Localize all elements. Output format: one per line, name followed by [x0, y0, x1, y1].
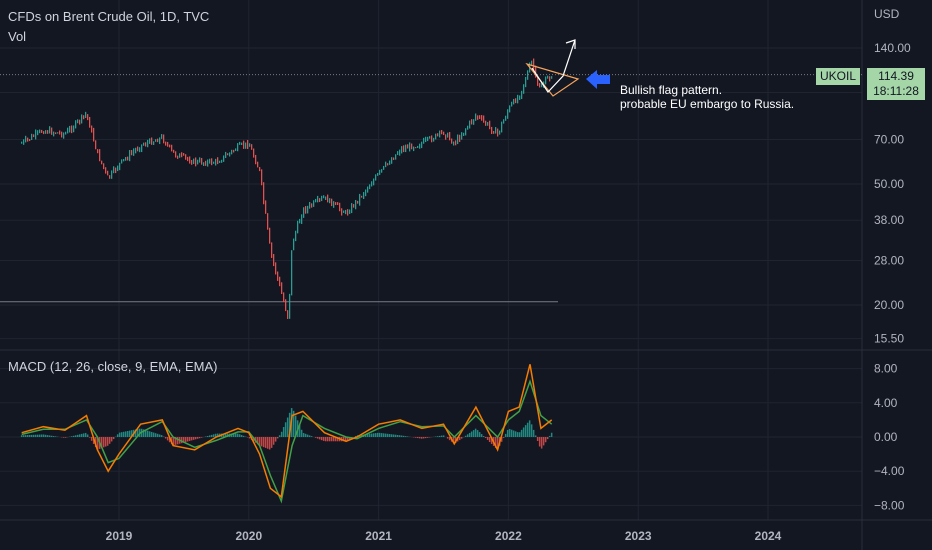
drawings	[525, 39, 610, 97]
projection-line	[531, 39, 576, 93]
y-tick-label: 70.00	[874, 133, 904, 147]
y-tick-label: 50.00	[874, 177, 904, 191]
chart-title: CFDs on Brent Crude Oil, 1D, TVC	[8, 9, 210, 24]
x-tick-label: 2021	[365, 529, 392, 543]
x-tick-label: 2024	[755, 529, 782, 543]
price-pane	[0, 58, 862, 319]
macd-title: MACD (12, 26, close, 9, EMA, EMA)	[8, 359, 218, 374]
y-tick-label: 38.00	[874, 213, 904, 227]
bar-countdown: 18:11:28	[873, 84, 919, 98]
flag-triangle	[525, 62, 580, 97]
macd-tick-label: 8.00	[874, 362, 898, 376]
price-tag: 114.39 18:11:28	[867, 68, 925, 100]
macd-tick-label: −4.00	[874, 464, 905, 478]
price-value: 114.39	[878, 69, 914, 83]
symbol-tag: UKOIL	[816, 68, 860, 85]
macd-tick-label: 4.00	[874, 396, 898, 410]
macd-tick-label: 0.00	[874, 430, 898, 444]
currency-label: USD	[874, 7, 900, 21]
annotation-line-2: probable EU embargo to Russia.	[620, 97, 795, 111]
y-tick-label: 140.00	[874, 41, 911, 55]
volume-label: Vol	[8, 29, 27, 44]
grid	[0, 0, 862, 520]
y-tick-label: 20.00	[874, 298, 904, 312]
x-tick-label: 2022	[495, 529, 522, 543]
annotation-line-1: Bullish flag pattern.	[620, 83, 723, 97]
macd-line	[21, 364, 553, 499]
annotation-note: Bullish flag pattern. probable EU embarg…	[620, 83, 794, 111]
signal-line	[21, 379, 553, 504]
blue-arrow-icon	[586, 70, 610, 89]
macd-pane	[20, 364, 553, 504]
x-tick-label: 2023	[625, 529, 652, 543]
x-tick-label: 2020	[235, 529, 262, 543]
x-tick-label: 2019	[106, 529, 133, 543]
y-tick-label: 15.50	[874, 332, 904, 346]
macd-tick-label: −8.00	[874, 498, 905, 512]
y-tick-label: 28.00	[874, 254, 904, 268]
projection-arrowhead	[565, 39, 576, 49]
